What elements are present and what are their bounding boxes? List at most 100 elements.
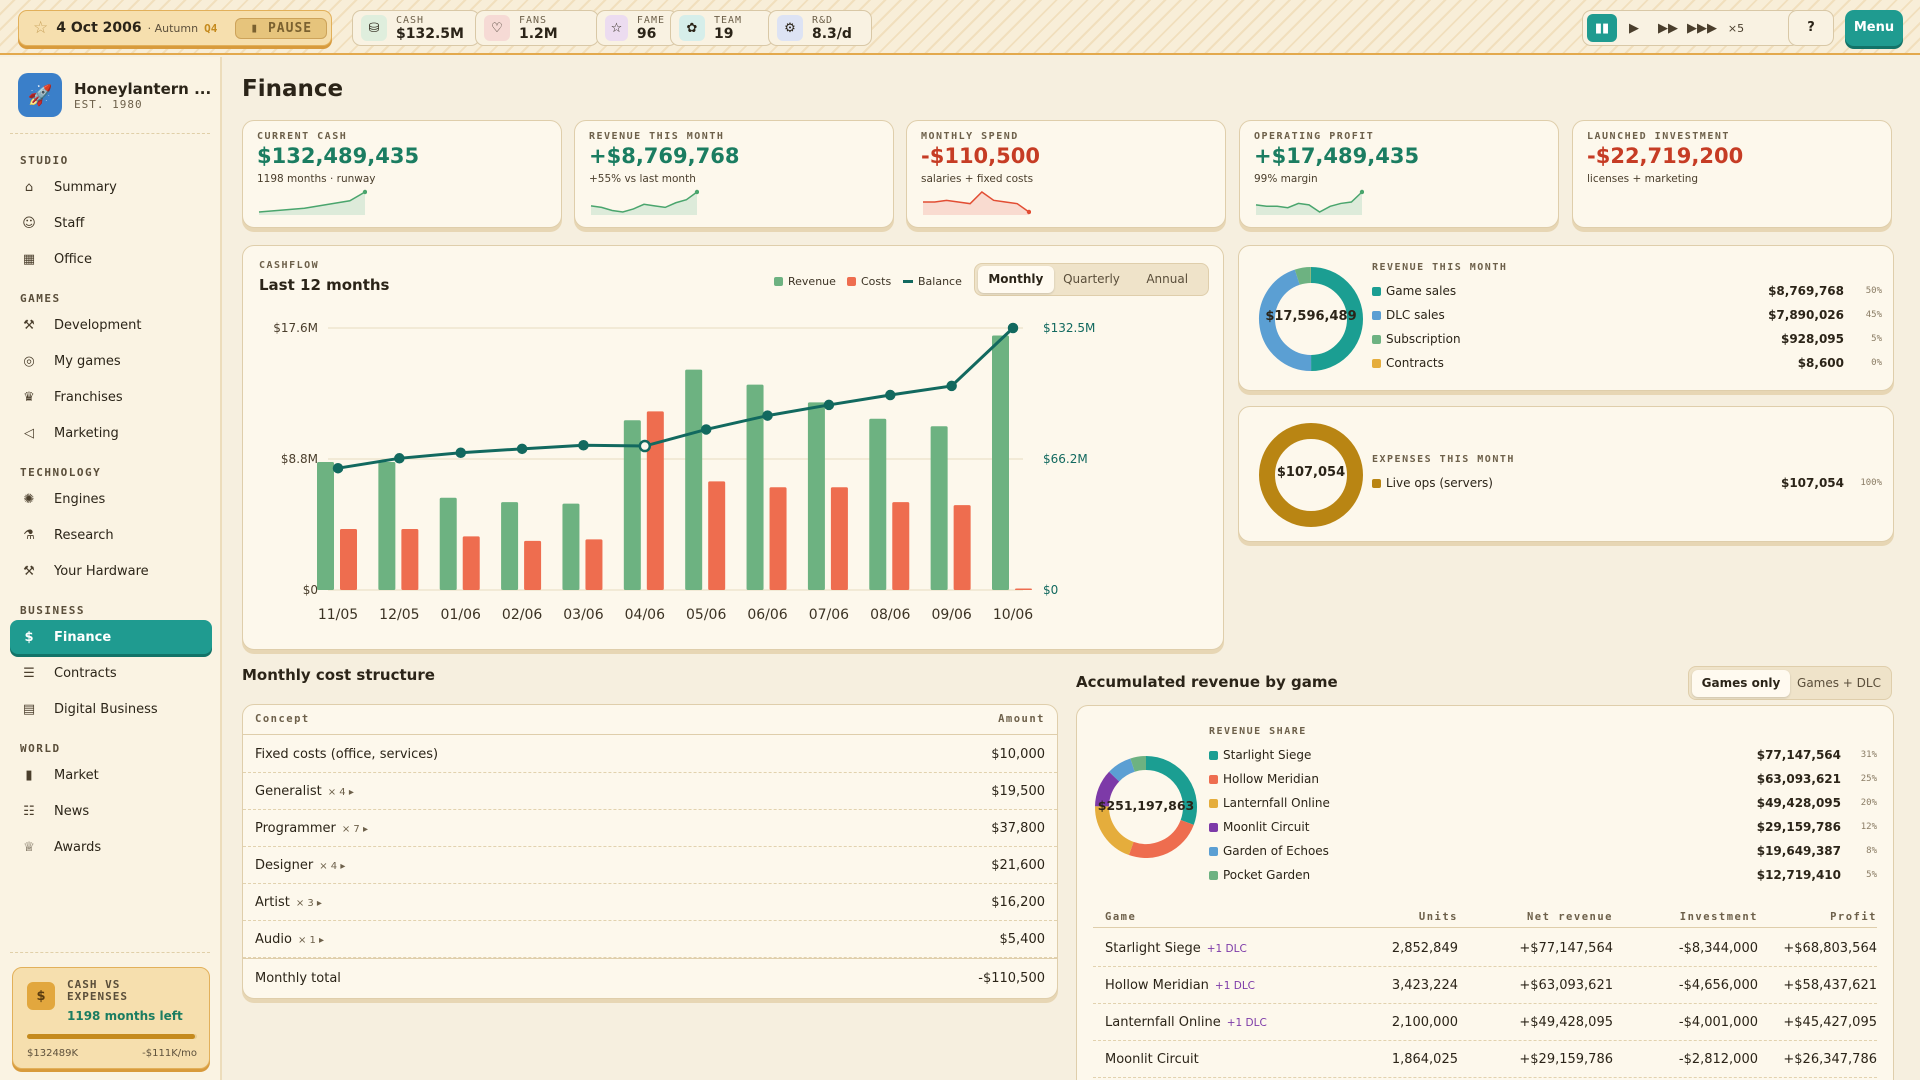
donut-slice [1294,267,1312,285]
sidebar-item-your-hardware[interactable]: ⚒ Your Hardware [10,554,212,588]
studio-header[interactable]: 🚀 Honeylantern ... EST. 1980 [18,73,211,117]
y-left-tick: $0 [303,583,318,597]
sidebar-item-contracts[interactable]: ☰ Contracts [10,656,212,690]
legend-row: Pocket Garden $12,719,410 5% [1209,866,1877,884]
sidebar-item-development[interactable]: ⚒ Development [10,308,212,342]
sidebar-item-office[interactable]: ▦ Office [10,242,212,276]
total-row: Monthly total -$110,500 [243,958,1057,998]
costs-bar [769,487,787,590]
col-amount: Amount [998,713,1045,725]
headcount-expander[interactable]: × 3 ▸ [295,897,322,909]
sidebar-item-engines[interactable]: ✺ Engines [10,482,212,516]
studio-name: Honeylantern ... [74,79,212,98]
stat-label: FAME [636,14,665,26]
pause-button[interactable]: ▮ PAUSE [235,17,328,39]
heart-icon: ♡ [484,15,510,41]
kpi-sparkline [590,189,699,215]
balance-line [337,326,1015,470]
cost-amount: $19,500 [991,783,1045,799]
game-cell: Lanternfall Online +1 DLC [1093,1015,1348,1030]
table-row[interactable]: Audio × 1 ▸ $5,400 [243,921,1057,958]
table-row[interactable]: Designer × 4 ▸ $21,600 [243,847,1057,884]
sidebar-item-summary[interactable]: ⌂ Summary [10,170,212,204]
dlc-badge: +1 DLC [1214,979,1256,992]
total-amount: -$110,500 [978,971,1045,986]
stat-label: TEAM [714,14,743,26]
table-row[interactable]: Lanternfall Online +1 DLC 2,100,000 +$49,42… [1093,1004,1877,1041]
tab-games-dlc[interactable]: Games + DLC [1797,675,1881,690]
tab-games-only[interactable]: Games only [1692,669,1790,697]
tab-monthly[interactable]: Monthly [978,266,1054,293]
kpi-label: REVENUE THIS MONTH [589,131,725,142]
sidebar-item-label: Staff [54,215,85,231]
legend-balance-label: Balance [918,275,962,288]
table-row[interactable]: Moonlit Circuit 1,864,025 +$29,159,786 -$2,… [1093,1041,1877,1078]
x-tick: 09/06 [931,607,971,623]
play-icon[interactable]: ▶ [1629,20,1639,36]
cost-concept-cell: Designer × 4 ▸ [255,858,991,873]
col-units: Units [1418,910,1458,923]
y-right-tick: $0 [1043,583,1058,597]
stat-fans: ♡ FANS 1.2M [475,10,599,46]
sidebar-item-label: Finance [54,629,112,645]
sparkline-area [1256,192,1362,215]
dollar-icon: $ [27,982,55,1010]
sidebar-item-franchises[interactable]: ♛ Franchises [10,380,212,414]
people-icon: ☺ [22,215,36,231]
sidebar-item-staff[interactable]: ☺ Staff [10,206,212,240]
cost-structure-title: Monthly cost structure [242,666,435,684]
net-revenue-cell: +$77,147,564 [1519,940,1613,956]
headcount-expander[interactable]: × 1 ▸ [297,934,325,946]
y-right-tick: $66.2M [1043,452,1088,466]
stat-value: 96 [636,25,657,42]
sidebar-item-marketing[interactable]: ◁ Marketing [10,416,212,450]
sidebar-item-news[interactable]: ☷ News [10,794,212,828]
x-tick: 05/06 [686,607,726,623]
fast-forward-icon[interactable]: ▶▶ [1658,20,1678,36]
pause-speed-button[interactable]: ▮▮ [1587,14,1617,42]
table-row[interactable]: Fixed costs (office, services) $10,000 [243,736,1057,773]
current-date: 4 Oct 2006 [56,20,142,36]
fastest-icon[interactable]: ▶▶▶ [1687,20,1717,36]
table-row[interactable]: Starlight Siege +1 DLC 2,852,849 +$77,147,5… [1093,930,1877,967]
headcount-expander[interactable]: × 7 ▸ [341,823,368,835]
nav-section-title: STUDIO [20,154,69,167]
revenue-donut [1259,267,1364,372]
sidebar-item-research[interactable]: ⚗ Research [10,518,212,552]
kpi-subtitle: licenses + marketing [1587,173,1699,185]
legend-name: Subscription [1386,332,1461,346]
table-row[interactable]: Hollow Meridian +1 DLC 3,423,224 +$63,093,6… [1093,967,1877,1004]
x-tick: 12/05 [379,607,419,623]
page-title: Finance [242,76,344,102]
balance-point [516,443,528,455]
stat-value: $132.5M [396,25,464,42]
tab-annual[interactable]: Annual [1146,272,1189,286]
legend-name: Hollow Meridian [1223,772,1319,786]
headcount-expander[interactable]: × 4 ▸ [327,786,354,798]
sidebar-item-digital-business[interactable]: ▤ Digital Business [10,692,212,726]
speed-controls: ▮▮ ▶ ▶▶ ▶▶▶ ×5 [1582,10,1800,46]
headcount-expander[interactable]: × 4 ▸ [319,860,346,872]
expenses-card: $107,054 EXPENSES THIS MONTH Live ops (s… [1238,406,1894,542]
kpi-label: OPERATING PROFIT [1254,131,1375,142]
table-row[interactable]: Generalist × 4 ▸ $19,500 [243,773,1057,810]
table-row[interactable]: Artist × 3 ▸ $16,200 [243,884,1057,921]
help-button[interactable]: ? [1788,10,1834,46]
x-tick: 07/06 [809,607,849,623]
legend-revenue-label: Revenue [788,275,836,288]
col-profit: Profit [1830,910,1877,923]
legend-name: Garden of Echoes [1223,844,1329,858]
sidebar-item-awards[interactable]: ♕ Awards [10,830,212,864]
sparkline-area [591,192,697,215]
table-row[interactable]: Programmer × 7 ▸ $37,800 [243,810,1057,847]
menu-button[interactable]: Menu [1845,10,1903,46]
legend-swatch [1372,310,1381,320]
crown-icon: ♛ [23,389,35,405]
legend-name: Starlight Siege [1223,748,1312,762]
sidebar-item-finance[interactable]: $ Finance [10,620,212,654]
cost-amount: $5,400 [999,931,1046,947]
sidebar-item-market[interactable]: ▮ Market [10,758,212,792]
cost-concept-cell: Audio × 1 ▸ [255,932,1000,947]
tab-quarterly[interactable]: Quarterly [1063,272,1120,286]
sidebar-item-my-games[interactable]: ◎ My games [10,344,212,378]
